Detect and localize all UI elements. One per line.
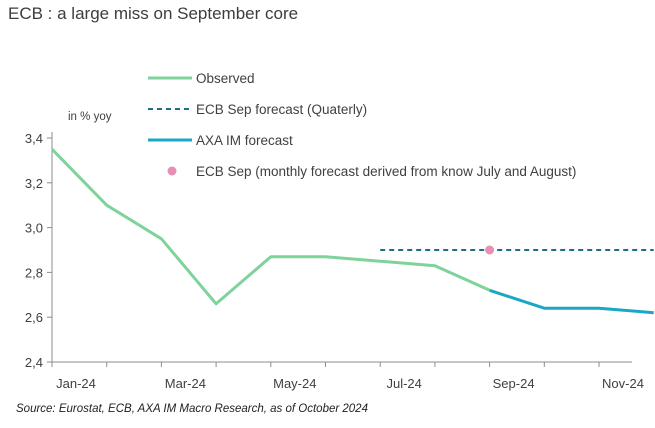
legend-label: AXA IM forecast (196, 133, 293, 148)
source-note: Source: Eurostat, ECB, AXA IM Macro Rese… (16, 403, 368, 415)
y-tick-label: 3,4 (25, 131, 43, 146)
x-tick-label: Nov-24 (602, 376, 644, 391)
legend-label: ECB Sep (monthly forecast derived from k… (196, 164, 576, 179)
legend-label: Observed (196, 71, 255, 86)
y-tick-label: 3,0 (25, 221, 43, 236)
series-2-line (489, 288, 654, 315)
y-axis-unit-label: in % yoy (68, 111, 112, 123)
series-0-line (50, 148, 491, 306)
chart-title: ECB : a large miss on September core (8, 4, 299, 23)
legend: Observed ECB Sep forecast (Quaterly) AXA I… (148, 71, 576, 179)
axes: 2,4 2,6 2,8 3,0 3,2 3,4 in % yoy Jan-24 Mar-24 Ma… (25, 111, 644, 391)
x-tick-label: Jul-24 (386, 376, 421, 391)
y-tick-label: 3,2 (25, 176, 43, 191)
x-tick-label: May-24 (273, 376, 316, 391)
legend-marker (167, 166, 177, 176)
y-tick-label: 2,8 (25, 265, 43, 280)
y-tick-label: 2,4 (25, 355, 43, 370)
data-point-marker (485, 245, 495, 255)
x-tick-label: Sep-24 (493, 376, 535, 391)
x-tick-label: Mar-24 (165, 376, 206, 391)
y-tick-label: 2,6 (25, 310, 43, 325)
x-tick-label: Jan-24 (56, 376, 96, 391)
series-layer (50, 148, 654, 315)
legend-label: ECB Sep forecast (Quaterly) (196, 102, 367, 117)
